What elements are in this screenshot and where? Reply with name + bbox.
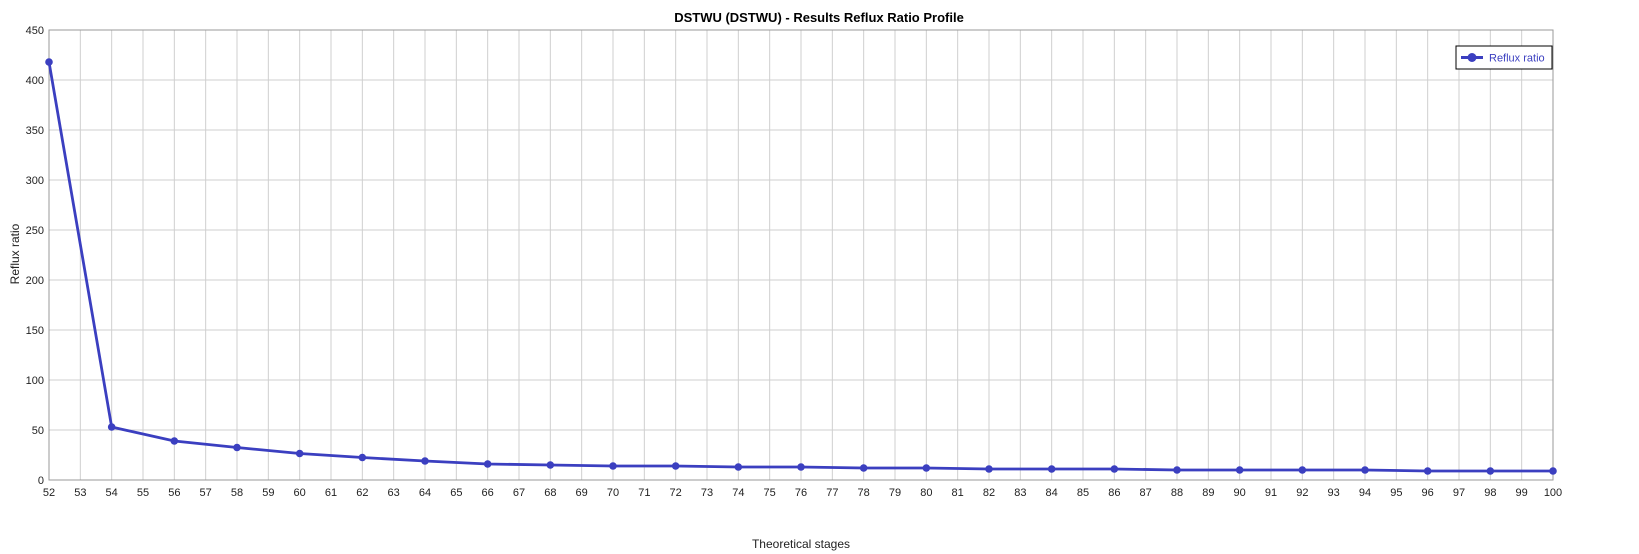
x-tick-label: 83 xyxy=(1014,487,1026,499)
data-point xyxy=(1486,467,1495,475)
y-tick-label: 0 xyxy=(38,475,44,487)
y-tick-label: 400 xyxy=(26,75,44,87)
data-point xyxy=(358,453,367,462)
y-axis-label: Reflux ratio xyxy=(8,223,22,284)
data-point xyxy=(609,462,617,470)
x-tick-label: 87 xyxy=(1140,487,1152,499)
y-tick-label: 50 xyxy=(32,425,44,437)
x-tick-label: 100 xyxy=(1544,487,1562,499)
x-axis-ticks: 52 53 54 55 56 57 58 59 60 61 62 63 64 65 66 67 68 69 70 71… xyxy=(43,487,1562,499)
y-tick-label: 300 xyxy=(26,175,44,187)
x-tick-label: 67 xyxy=(513,487,525,499)
x-axis-label: Theoretical stages xyxy=(752,537,850,551)
x-tick-label: 65 xyxy=(450,487,462,499)
data-point xyxy=(985,465,993,473)
y-tick-label: 450 xyxy=(26,25,44,37)
data-point xyxy=(1110,465,1119,473)
x-tick-label: 56 xyxy=(168,487,180,499)
chart-title: DSTWU (DSTWU) - Results Reflux Ratio Pro… xyxy=(674,10,964,25)
x-tick-label: 77 xyxy=(826,487,838,499)
x-tick-label: 57 xyxy=(200,487,212,499)
x-tick-label: 88 xyxy=(1171,487,1183,499)
y-tick-label: 100 xyxy=(26,375,44,387)
x-tick-label: 96 xyxy=(1422,487,1434,499)
x-tick-label: 63 xyxy=(388,487,400,499)
data-point xyxy=(734,463,743,471)
x-tick-label: 74 xyxy=(732,487,744,499)
plot-frame xyxy=(48,29,1554,481)
x-tick-label: 72 xyxy=(670,487,682,499)
y-tick-label: 150 xyxy=(26,325,44,337)
grid-lines xyxy=(48,29,1554,481)
x-tick-label: 76 xyxy=(795,487,807,499)
x-tick-label: 70 xyxy=(607,487,619,499)
x-tick-label: 59 xyxy=(262,487,274,499)
x-tick-label: 53 xyxy=(74,487,86,499)
x-tick-label: 66 xyxy=(482,487,494,499)
x-tick-label: 69 xyxy=(576,487,588,499)
data-point xyxy=(107,423,116,431)
data-point xyxy=(45,58,53,66)
legend: Reflux ratio xyxy=(1455,45,1553,70)
x-tick-label: 54 xyxy=(106,487,118,499)
x-tick-label: 79 xyxy=(889,487,901,499)
legend-box xyxy=(1455,45,1553,70)
data-point xyxy=(295,449,304,458)
x-tick-label: 78 xyxy=(858,487,870,499)
data-point xyxy=(1298,466,1307,474)
data-point xyxy=(671,462,680,470)
x-tick-label: 84 xyxy=(1046,487,1058,499)
y-tick-label: 200 xyxy=(26,275,44,287)
data-point xyxy=(1235,466,1244,474)
series-layer xyxy=(45,58,1557,475)
x-tick-label: 91 xyxy=(1265,487,1277,499)
data-point xyxy=(546,461,555,469)
x-tick-label: 73 xyxy=(701,487,713,499)
x-tick-label: 62 xyxy=(356,487,368,499)
data-point xyxy=(1549,467,1557,475)
y-tick-label: 250 xyxy=(26,225,44,237)
x-tick-label: 60 xyxy=(294,487,306,499)
data-point xyxy=(1173,466,1181,474)
legend-swatch-marker xyxy=(1467,53,1477,62)
data-point xyxy=(797,463,805,471)
data-point xyxy=(421,457,429,465)
x-tick-label: 95 xyxy=(1390,487,1402,499)
y-tick-label: 350 xyxy=(26,125,44,137)
x-tick-label: 68 xyxy=(544,487,556,499)
x-tick-label: 80 xyxy=(920,487,932,499)
data-point xyxy=(1423,467,1432,475)
x-tick-label: 81 xyxy=(952,487,964,499)
data-point xyxy=(170,437,179,445)
x-tick-label: 85 xyxy=(1077,487,1089,499)
x-tick-label: 93 xyxy=(1328,487,1340,499)
x-tick-label: 52 xyxy=(43,487,55,499)
x-tick-label: 58 xyxy=(231,487,243,499)
data-point xyxy=(922,464,931,472)
x-tick-label: 99 xyxy=(1516,487,1528,499)
x-tick-label: 75 xyxy=(764,487,776,499)
x-tick-label: 71 xyxy=(638,487,650,499)
data-point xyxy=(1361,466,1369,474)
data-point xyxy=(859,464,868,472)
x-tick-label: 82 xyxy=(983,487,995,499)
data-point xyxy=(1047,465,1056,473)
x-tick-label: 86 xyxy=(1108,487,1120,499)
data-point xyxy=(233,443,241,452)
x-tick-label: 64 xyxy=(419,487,431,499)
x-tick-label: 94 xyxy=(1359,487,1371,499)
x-tick-label: 55 xyxy=(137,487,149,499)
x-tick-label: 90 xyxy=(1234,487,1246,499)
x-tick-label: 92 xyxy=(1296,487,1308,499)
x-tick-label: 98 xyxy=(1484,487,1496,499)
x-tick-label: 97 xyxy=(1453,487,1465,499)
legend-label: Reflux ratio xyxy=(1489,53,1545,65)
x-tick-label: 61 xyxy=(325,487,337,499)
x-tick-label: 89 xyxy=(1202,487,1214,499)
y-axis-ticks: 0 50 100 150 200 250 300 350 400 450 xyxy=(26,25,44,487)
data-point xyxy=(483,460,492,468)
